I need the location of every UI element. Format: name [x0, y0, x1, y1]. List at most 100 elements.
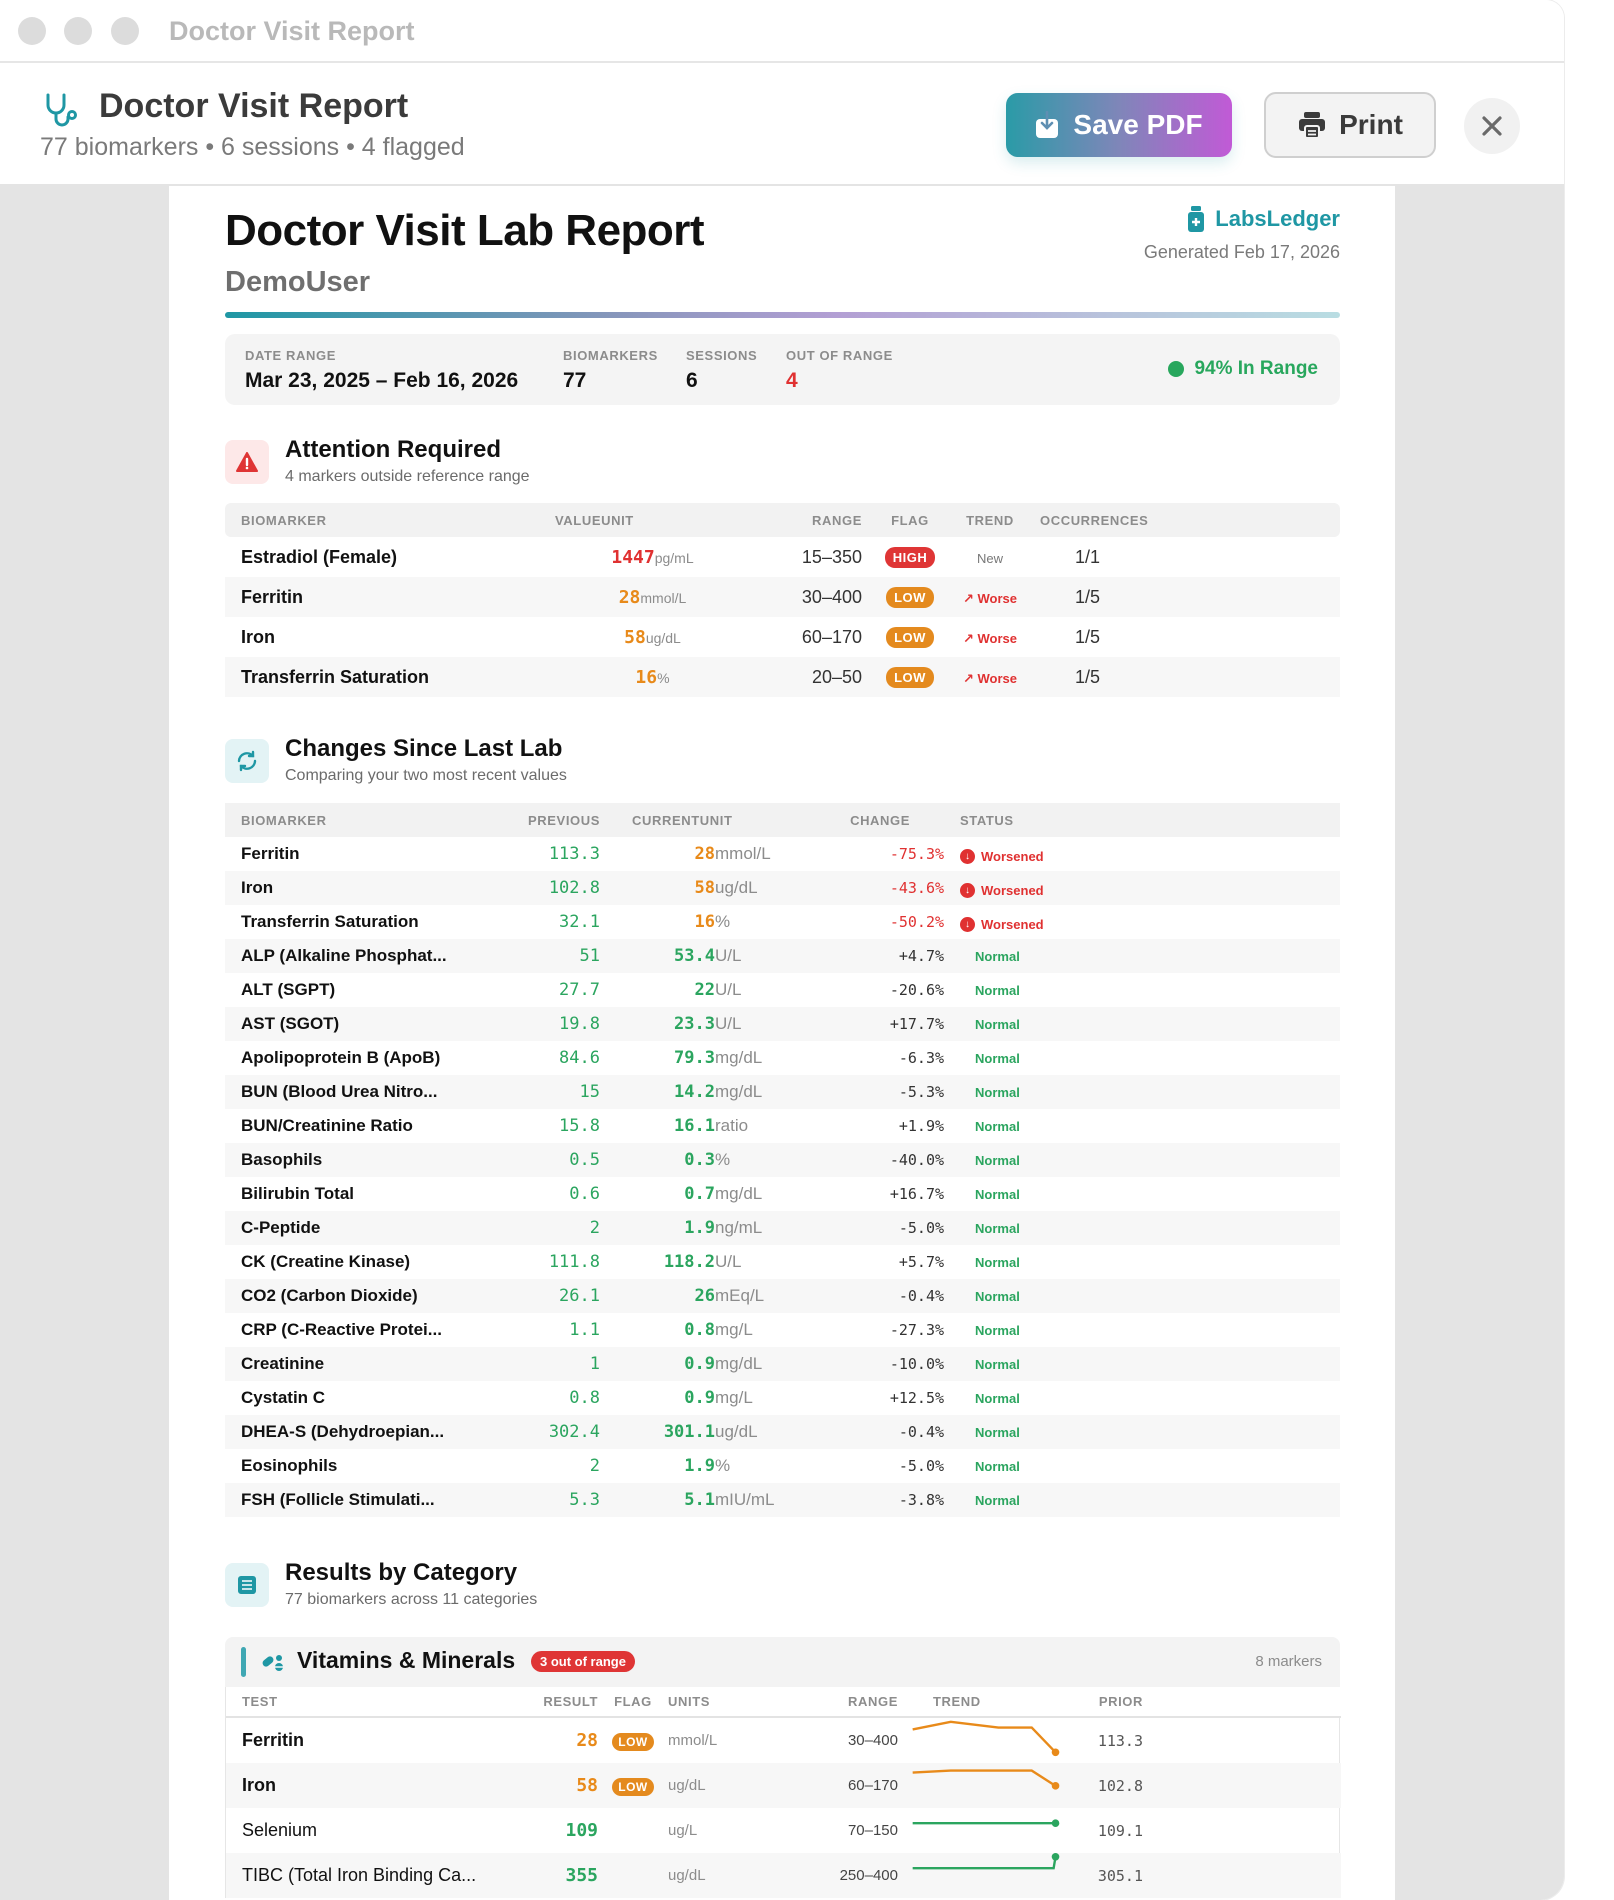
- changes-row[interactable]: Basophils 0.5 0.3% -40.0% Normal: [225, 1143, 1341, 1177]
- save-pdf-button[interactable]: Save PDF: [1006, 93, 1232, 157]
- close-icon: [1482, 116, 1502, 136]
- changes-row[interactable]: CO2 (Carbon Dioxide) 26.1 26 mEq/L -0.4% Norm…: [225, 1279, 1341, 1313]
- changes-row[interactable]: FSH (Follicle Stimulati... 5.3 5.1 mIU/mL -3…: [225, 1483, 1341, 1517]
- unit: ug/dL: [715, 1415, 806, 1449]
- attention-row[interactable]: Iron 58ug/dL 60–170 LOW ↗ Worse 1/5: [225, 617, 1340, 657]
- report-page: Doctor Visit Lab Report DemoUser LabsLed…: [169, 186, 1395, 1900]
- trend-indicator: ↗ Worse: [963, 670, 1017, 686]
- previous-value: 302.4: [500, 1415, 600, 1449]
- category-row[interactable]: Iron 58 LOW ug/dL 60–170 102.8: [226, 1763, 1341, 1808]
- print-label: Print: [1339, 109, 1403, 140]
- changes-row[interactable]: BUN/Creatinine Ratio 15.8 16.1 ratio +1.9% No…: [225, 1109, 1340, 1143]
- window-zoom-control[interactable]: [111, 17, 139, 45]
- changes-row[interactable]: CK (Creatine Kinase) 111.8 118.2 U/L +5.7% No…: [225, 1245, 1340, 1279]
- status-worsened: ↓ Worsened: [960, 883, 1044, 898]
- attention-row[interactable]: Estradiol (Female) 1447pg/mL 15–350 HIGH New…: [225, 537, 1340, 577]
- print-button[interactable]: Print: [1264, 92, 1436, 158]
- changes-row[interactable]: AST (SGOT) 19.8 23.3 U/L +17.7% Normal: [225, 1007, 1341, 1041]
- unit: ug/dL: [715, 871, 806, 905]
- window-minimize-control[interactable]: [64, 17, 92, 45]
- arrow-down-circle-icon: ↓: [960, 883, 976, 898]
- reference-range: 30–400: [847, 1732, 898, 1749]
- percent-change: -10.0%: [805, 1347, 961, 1381]
- status-normal: Normal: [975, 1391, 1020, 1406]
- flag-badge: LOW: [886, 627, 934, 648]
- window-close-control[interactable]: [18, 17, 46, 45]
- current-value: 22: [694, 980, 715, 1000]
- current-value: 0.3: [684, 1150, 715, 1170]
- status-normal: Normal: [975, 1357, 1020, 1372]
- test-name: Iron: [226, 1763, 526, 1808]
- accent-divider: [225, 312, 1340, 318]
- units: ug/L: [668, 1822, 698, 1839]
- unit: mg/L: [715, 1388, 753, 1407]
- current-value: 53.4: [674, 946, 715, 966]
- biomarker-unit: pg/mL: [654, 549, 694, 566]
- biomarker-unit: ug/dL: [645, 629, 681, 646]
- in-range-indicator: 94% In Range: [1168, 358, 1318, 380]
- category-row[interactable]: Ferritin 28 LOW mmol/L 30–400 113.3: [226, 1717, 1341, 1763]
- result-value: 28: [576, 1730, 598, 1751]
- attention-row[interactable]: Ferritin 28mmol/L 30–400 LOW ↗ Worse 1/5: [225, 577, 1340, 617]
- trend-indicator: ↗ Worse: [963, 590, 1017, 606]
- current-value: 14.2: [674, 1082, 715, 1102]
- flag-badge: LOW: [886, 667, 934, 688]
- status-normal: Normal: [975, 1085, 1020, 1100]
- changes-row[interactable]: ALT (SGPT) 27.7 22 U/L -20.6% Normal: [225, 973, 1340, 1007]
- status-normal: Normal: [975, 1425, 1020, 1440]
- category-row[interactable]: Selenium 109 ug/L 70–150 109.1: [226, 1808, 1341, 1853]
- changes-row[interactable]: Ferritin 113.3 28 mmol/L -75.3% ↓ Worsened: [225, 837, 1340, 871]
- previous-value: 5.3: [500, 1483, 600, 1517]
- window-title: Doctor Visit Report: [169, 16, 415, 46]
- reference-range: 15–350: [801, 546, 862, 567]
- printer-icon: [1299, 112, 1326, 139]
- current-value: 16: [694, 912, 715, 932]
- changes-row[interactable]: CRP (C-Reactive Protei... 1.1 0.8 mg/L -27.3…: [225, 1313, 1340, 1347]
- status-normal: Normal: [975, 1459, 1020, 1474]
- category-row[interactable]: TIBC (Total Iron Binding Ca... 355 ug/dL 25…: [226, 1853, 1341, 1898]
- current-value: 28: [694, 844, 715, 864]
- previous-value: 111.8: [548, 1252, 600, 1272]
- changes-row[interactable]: Creatinine 1 0.9 mg/dL -10.0% Normal: [225, 1347, 1341, 1381]
- status-normal: Normal: [975, 983, 1020, 998]
- percent-change: +16.7%: [889, 1185, 945, 1203]
- changes-row[interactable]: ALP (Alkaline Phosphat... 51 53.4 U/L +4.7% N…: [225, 939, 1341, 973]
- changes-row[interactable]: DHEA-S (Dehydroepian... 302.4 301.1 ug/dL -0…: [225, 1415, 1341, 1449]
- stethoscope-icon: [46, 93, 77, 127]
- percent-change: -20.6%: [889, 981, 945, 999]
- report-title: Doctor Visit Lab Report: [225, 206, 705, 255]
- previous-value: 2: [589, 1456, 600, 1476]
- stat-out-of-range: OUT OF RANGE 4: [786, 348, 893, 392]
- generated-date: Generated Feb 17, 2026: [1143, 242, 1340, 262]
- changes-row[interactable]: Transferrin Saturation 32.1 16% -50.2% ↓ Wors…: [225, 905, 1340, 939]
- unit: U/L: [715, 1007, 806, 1041]
- current-value: 5.1: [684, 1490, 715, 1510]
- prior-value: 102.8: [1073, 1763, 1143, 1808]
- changes-row[interactable]: C-Peptide 2 1.9 ng/mL -5.0% Normal: [225, 1211, 1341, 1245]
- unit: mmol/L: [715, 844, 771, 863]
- changes-row[interactable]: Iron 102.8 58 ug/dL -43.6% ↓ Worsened: [225, 871, 1341, 905]
- stat-biomarkers: BIOMARKERS 77: [563, 348, 658, 392]
- current-value: 118.2: [663, 1252, 715, 1272]
- stat-date-range: DATE RANGE Mar 23, 2025 – Feb 16, 2026: [245, 348, 519, 392]
- changes-row[interactable]: Eosinophils 2 1.9% -5.0% Normal: [225, 1449, 1340, 1483]
- biomarker-value: 58: [624, 626, 646, 648]
- trend-sparkline: [912, 1769, 1060, 1790]
- changes-table: BIOMARKER PREVIOUS CURRENTUNIT CHANGE ST…: [225, 803, 1341, 1517]
- changes-row[interactable]: Bilirubin Total 0.6 0.7 mg/dL +16.7% Normal: [225, 1177, 1340, 1211]
- units: mmol/L: [668, 1732, 718, 1749]
- percent-change: -6.3%: [898, 1049, 945, 1067]
- unit: U/L: [715, 939, 806, 973]
- changes-row[interactable]: Cystatin C 0.8 0.9 mg/L +12.5% Normal: [225, 1381, 1340, 1415]
- category-header[interactable]: Vitamins & Minerals 3 out of range 8 mar…: [225, 1637, 1340, 1687]
- changes-row[interactable]: Apolipoprotein B (ApoB) 84.6 79.3 mg/dL -6.3…: [225, 1041, 1340, 1075]
- status-normal: Normal: [975, 1221, 1020, 1236]
- changes-row[interactable]: BUN (Blood Urea Nitro... 15 14.2 mg/dL -5.3%…: [225, 1075, 1341, 1109]
- flag-badge: LOW: [612, 1733, 654, 1751]
- title-bar: Doctor Visit Report: [0, 0, 1564, 63]
- prior-value: 109.1: [1097, 1821, 1143, 1840]
- unit: mEq/L: [715, 1279, 806, 1313]
- attention-row[interactable]: Transferrin Saturation 16% 20–50 LOW ↗ Worse…: [225, 657, 1340, 697]
- close-button[interactable]: [1464, 98, 1520, 154]
- app-window: Doctor Visit Report Doctor Visit Report …: [0, 0, 1564, 1900]
